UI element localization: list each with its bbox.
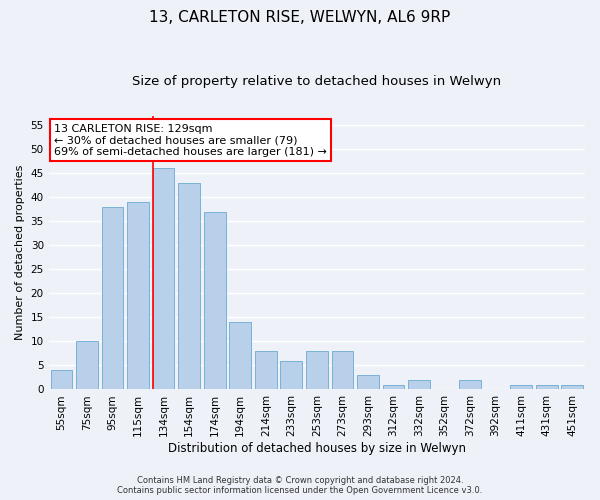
Bar	[306, 351, 328, 390]
Bar	[127, 202, 149, 390]
Title: Size of property relative to detached houses in Welwyn: Size of property relative to detached ho…	[132, 75, 502, 88]
Bar	[536, 384, 557, 390]
X-axis label: Distribution of detached houses by size in Welwyn: Distribution of detached houses by size …	[168, 442, 466, 455]
Bar	[76, 342, 98, 390]
Text: 13 CARLETON RISE: 129sqm
← 30% of detached houses are smaller (79)
69% of semi-d: 13 CARLETON RISE: 129sqm ← 30% of detach…	[54, 124, 327, 157]
Bar	[408, 380, 430, 390]
Text: 13, CARLETON RISE, WELWYN, AL6 9RP: 13, CARLETON RISE, WELWYN, AL6 9RP	[149, 10, 451, 25]
Bar	[153, 168, 175, 390]
Bar	[510, 384, 532, 390]
Bar	[101, 207, 124, 390]
Bar	[204, 212, 226, 390]
Bar	[280, 360, 302, 390]
Bar	[562, 384, 583, 390]
Bar	[357, 375, 379, 390]
Bar	[178, 183, 200, 390]
Bar	[332, 351, 353, 390]
Text: Contains HM Land Registry data © Crown copyright and database right 2024.
Contai: Contains HM Land Registry data © Crown c…	[118, 476, 482, 495]
Bar	[255, 351, 277, 390]
Bar	[459, 380, 481, 390]
Y-axis label: Number of detached properties: Number of detached properties	[15, 165, 25, 340]
Bar	[229, 322, 251, 390]
Bar	[383, 384, 404, 390]
Bar	[50, 370, 72, 390]
